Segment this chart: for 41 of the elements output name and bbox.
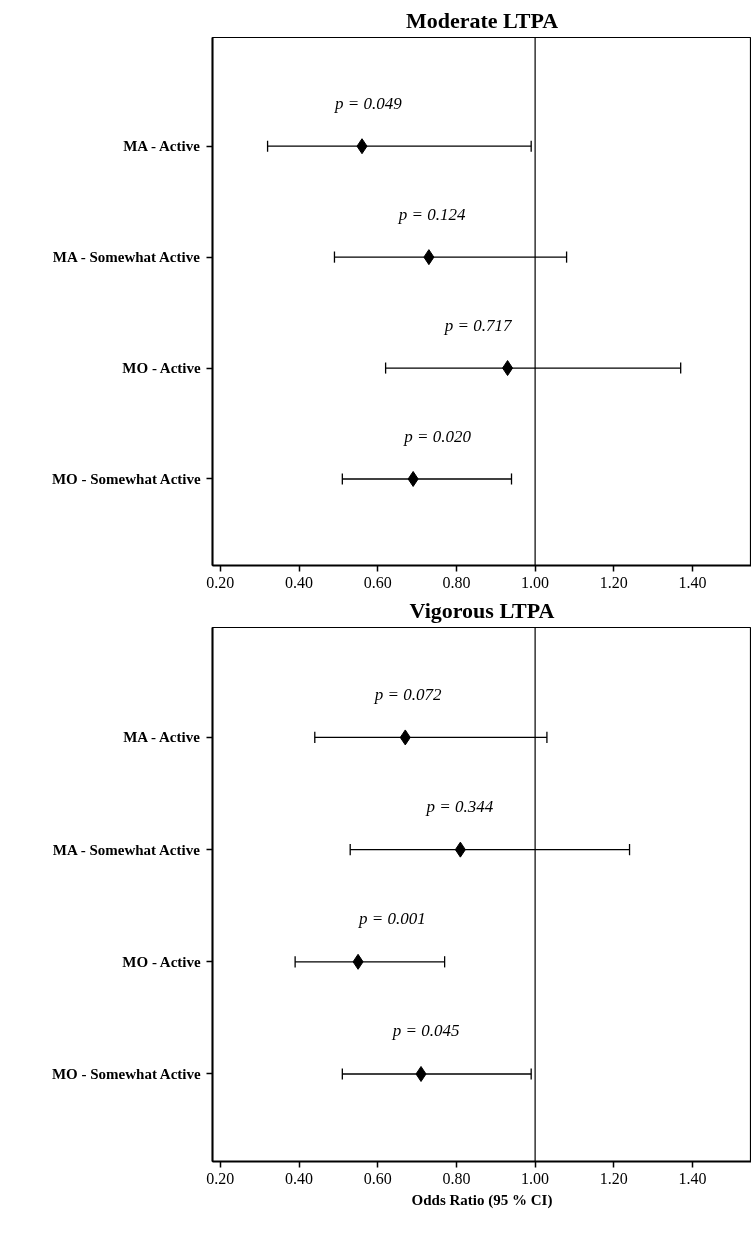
point [415,1066,427,1082]
y-tick-label: MA - Active [123,138,201,155]
x-tick-label: 1.20 [599,573,628,591]
point [407,470,419,487]
point [352,953,364,970]
annotation: p = 0.072 [373,684,442,704]
point [502,360,514,377]
x-tick-label: 0.40 [285,1169,314,1187]
x-tick-label: 0.20 [206,1169,235,1187]
x-tick-label: 0.60 [363,1169,392,1187]
point [356,138,368,155]
x-tick-label: 1.20 [599,1169,628,1187]
chart-title: Moderate LTPA [405,7,559,33]
y-tick-label: MA - Somewhat Active [52,841,201,858]
point [423,249,435,266]
x-tick-label: 0.20 [206,573,235,591]
y-tick-label: MA - Active [123,729,201,746]
x-axis-title: Odds Ratio (95 % CI) [411,1191,553,1209]
y-tick-label: MO - Active [122,360,202,377]
point [454,841,466,858]
annotation: p = 0.049 [333,93,403,113]
y-tick-label: MO - Active [122,953,202,970]
annotation: p = 0.020 [403,426,472,446]
x-tick-label: 0.80 [442,1169,471,1187]
x-tick-label: 1.00 [521,1169,550,1187]
x-tick-label: 0.60 [363,573,392,591]
chart-title: Vigorous LTPA [409,597,555,623]
annotation: p = 0.124 [397,204,466,224]
point [399,729,411,746]
x-tick-label: 0.80 [442,573,471,591]
x-tick-label: 1.40 [678,573,707,591]
y-tick-label: MO - Somewhat Active [51,1066,202,1082]
x-tick-label: 0.40 [285,573,314,591]
x-tick-label: 1.40 [678,1169,707,1187]
y-tick-label: MO - Somewhat Active [51,470,202,487]
annotation: p = 0.717 [443,315,513,335]
annotation: p = 0.344 [425,796,494,816]
annotation: p = 0.045 [391,1021,460,1041]
x-tick-label: 1.00 [521,573,550,591]
annotation: p = 0.001 [357,909,426,929]
y-tick-label: MA - Somewhat Active [52,249,201,266]
